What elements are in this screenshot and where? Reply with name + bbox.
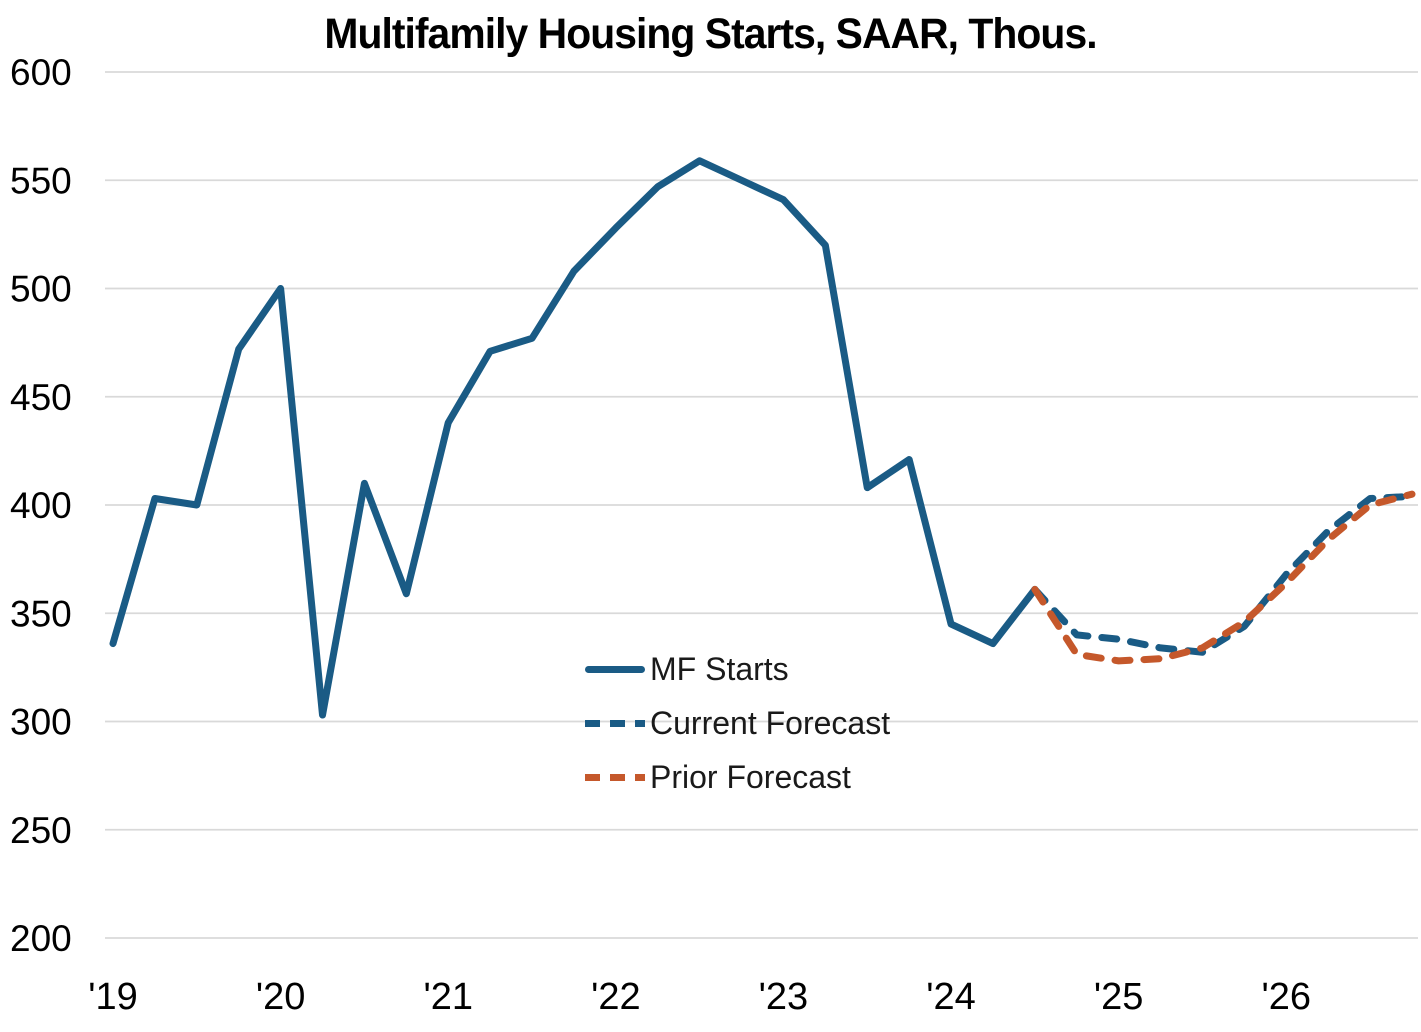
legend-swatch-solid-line-icon (585, 666, 645, 673)
legend-swatch-dashed-blue-line-icon (585, 720, 645, 727)
x-tick-label-19: '19 (88, 976, 138, 1018)
series-line-current-forecast (1031, 492, 1416, 656)
y-tick-label-500: 500 (10, 269, 72, 310)
y-tick-label-600: 600 (10, 52, 72, 93)
legend-item-prior-forecast: Prior Forecast (585, 757, 890, 798)
x-tick-label-26: '26 (1262, 976, 1312, 1018)
y-tick-label-400: 400 (10, 485, 72, 526)
y-tick-label-300: 300 (10, 702, 72, 743)
series-line-prior-forecast (1031, 490, 1416, 665)
legend-item-current-forecast: Current Forecast (585, 703, 890, 744)
legend-swatch-dashed-orange-line-icon (585, 774, 645, 781)
chart-title: Multifamily Housing Starts, SAAR, Thous. (324, 10, 1097, 58)
x-tick-label-21: '21 (423, 976, 473, 1018)
y-tick-label-250: 250 (10, 810, 72, 851)
series-line-mf-starts (109, 157, 1039, 719)
legend-label-current-forecast: Current Forecast (650, 705, 891, 741)
x-tick-label-20: '20 (256, 976, 306, 1018)
x-tick-label-24: '24 (926, 976, 976, 1018)
legend-label-mf-starts: MF Starts (650, 651, 789, 687)
legend: MF Starts Current Forecast Prior Forecas… (585, 649, 890, 798)
legend-item-mf-starts: MF Starts (585, 649, 890, 690)
x-tick-label-25: '25 (1094, 976, 1144, 1018)
legend-label-prior-forecast: Prior Forecast (650, 759, 851, 795)
x-tick-label-23: '23 (759, 976, 809, 1018)
y-tick-label-200: 200 (10, 918, 72, 959)
x-tick-label-22: '22 (591, 976, 641, 1018)
y-tick-label-450: 450 (10, 377, 72, 418)
y-tick-label-550: 550 (10, 160, 72, 201)
y-tick-label-350: 350 (10, 593, 72, 634)
